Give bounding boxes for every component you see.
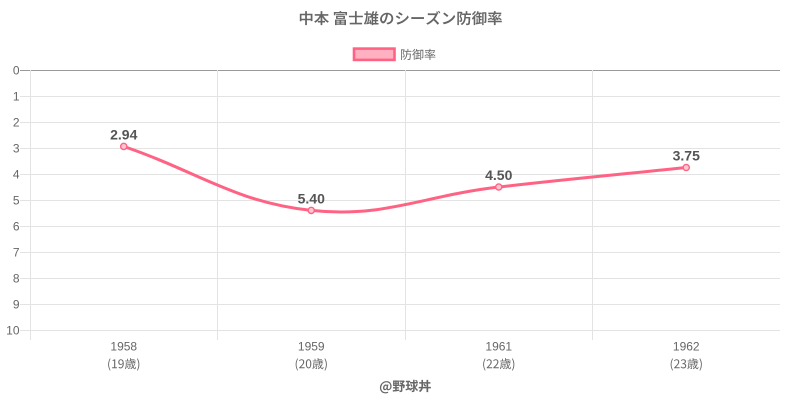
svg-text:1962: 1962 [673,339,700,353]
svg-text:2: 2 [13,115,20,129]
svg-text:10: 10 [6,323,20,337]
svg-text:1958: 1958 [110,339,137,353]
svg-text:5: 5 [13,193,20,207]
svg-text:4: 4 [13,167,20,181]
svg-text:3.75: 3.75 [673,148,700,164]
svg-text:1959: 1959 [298,339,325,353]
svg-text:1: 1 [13,89,20,103]
svg-text:3: 3 [13,141,20,155]
svg-text:7: 7 [13,245,20,259]
svg-text:1961: 1961 [485,339,512,353]
svg-text:0: 0 [13,63,20,77]
svg-text:5.40: 5.40 [298,190,325,206]
svg-text:6: 6 [13,219,20,233]
svg-text:4.50: 4.50 [485,167,512,183]
svg-text:9: 9 [13,297,20,311]
svg-text:8: 8 [13,271,20,285]
svg-text:2.94: 2.94 [110,126,137,142]
